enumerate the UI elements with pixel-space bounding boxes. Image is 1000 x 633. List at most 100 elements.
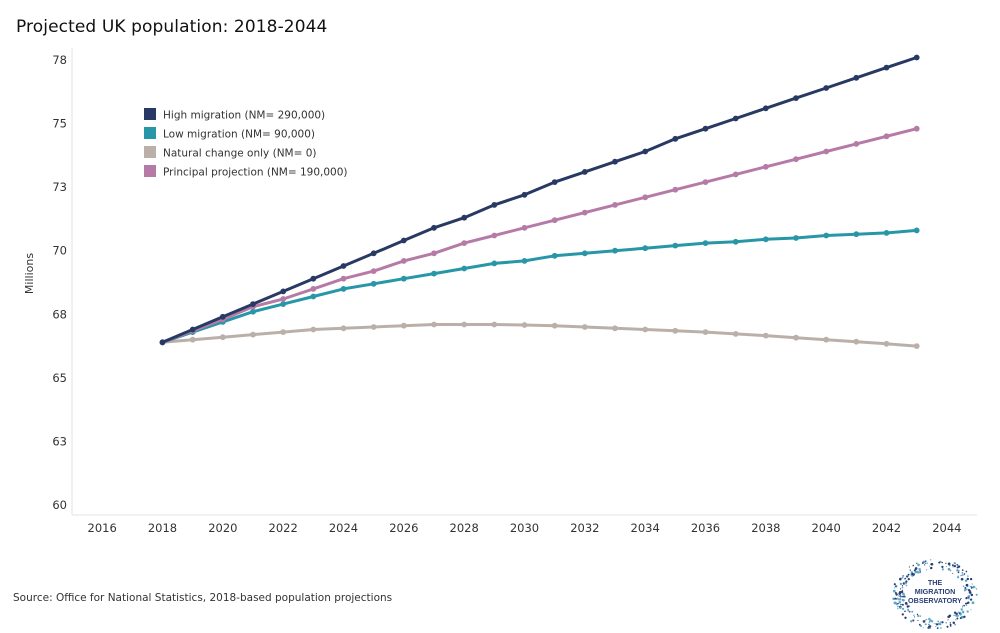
logo-dot — [924, 560, 927, 563]
x-tick-label: 2030 — [510, 521, 539, 535]
logo-dot — [918, 623, 921, 626]
legend-swatch — [144, 146, 156, 158]
logo-dot-ring — [892, 559, 978, 630]
x-tick-label: 2032 — [570, 521, 599, 535]
logo-dot — [947, 562, 951, 566]
logo-dot — [916, 613, 919, 616]
logo-dot — [894, 591, 897, 595]
logo-dot — [974, 586, 976, 589]
logo-dot — [910, 620, 913, 623]
data-point — [702, 179, 709, 186]
x-tick-label: 2040 — [812, 521, 841, 535]
logo-dot — [968, 591, 972, 594]
data-point — [431, 321, 437, 328]
series-line — [161, 323, 919, 348]
logo-dot — [901, 595, 903, 598]
logo-dot — [971, 583, 973, 585]
data-point — [491, 321, 498, 328]
logo-dot — [966, 602, 969, 604]
logo-dot — [901, 586, 904, 589]
logo-dot — [954, 623, 956, 626]
logo-dot — [896, 605, 899, 608]
data-point — [370, 280, 377, 287]
logo-dot — [899, 597, 901, 599]
data-point — [189, 336, 196, 343]
data-point — [340, 325, 347, 332]
x-tick-label: 2028 — [450, 521, 479, 535]
logo-dot — [965, 596, 968, 600]
logo-dot — [914, 567, 918, 570]
logo-dot — [949, 569, 952, 572]
logo-dot — [914, 570, 918, 574]
logo-dot — [905, 584, 908, 587]
data-point — [461, 321, 468, 328]
data-point — [672, 135, 679, 142]
logo-dot — [960, 608, 963, 611]
logo-dot — [935, 623, 939, 626]
data-point — [551, 252, 558, 259]
logo-dot — [897, 602, 899, 605]
logo-dot — [905, 580, 908, 583]
data-point — [310, 286, 317, 292]
logo-dot — [895, 603, 898, 606]
logo-dot — [925, 618, 928, 620]
logo-dot — [911, 572, 914, 576]
logo-dot — [919, 615, 921, 617]
data-point — [521, 322, 528, 328]
data-point — [400, 322, 407, 329]
data-point — [400, 275, 407, 282]
logo-dot — [925, 619, 927, 621]
logo-dot — [967, 575, 969, 578]
logo-dot — [967, 588, 969, 590]
logo-dot — [926, 562, 928, 565]
data-point — [883, 340, 890, 347]
logo-dot — [913, 614, 915, 616]
logo-dot — [912, 565, 914, 567]
legend-item: Low migration (NM= 90,000) — [144, 127, 315, 141]
logo-dot — [919, 624, 923, 628]
data-point — [159, 339, 166, 346]
logo-dot — [902, 592, 905, 596]
logo-dot — [925, 562, 927, 564]
logo-text-line-1: THE — [928, 578, 943, 587]
logo-dot — [899, 595, 902, 597]
data-point — [250, 331, 256, 338]
data-point — [250, 308, 256, 315]
logo-dot — [965, 604, 968, 606]
logo-dot — [965, 602, 967, 605]
logo-dot — [917, 614, 920, 618]
logo-dot — [962, 610, 965, 613]
logo-dot — [961, 569, 964, 571]
logo-dot — [963, 574, 965, 576]
data-point — [340, 263, 347, 269]
logo-dot — [914, 616, 916, 618]
logo-dot — [957, 611, 960, 613]
logo-dot — [894, 601, 897, 604]
logo-dot — [975, 588, 978, 590]
data-point — [793, 156, 799, 163]
logo-dot — [930, 627, 932, 629]
logo-dot — [940, 627, 942, 629]
data-point — [732, 115, 739, 122]
logo-dot — [966, 577, 970, 581]
data-point — [521, 191, 528, 198]
y-tick-label: 68 — [52, 307, 67, 321]
legend-label: Natural change only (NM= 0) — [163, 148, 317, 160]
series-low-migration-nm-90-000 — [159, 227, 920, 346]
logo-dot — [897, 595, 899, 597]
logo-dot — [911, 575, 913, 577]
logo-dot — [965, 570, 968, 573]
logo-dot — [963, 615, 966, 619]
data-point — [219, 313, 226, 320]
data-point — [823, 336, 830, 343]
axes: 60 63 65 68 70 73 75 78 2016 2018 2020 2022 2024 2026… — [23, 48, 977, 535]
data-point — [280, 301, 287, 307]
logo-dot — [941, 565, 944, 568]
logo-dot — [909, 569, 911, 571]
y-tick-label: 73 — [52, 180, 67, 194]
data-point — [400, 258, 407, 264]
logo-dot — [898, 577, 902, 581]
y-tick-label: 60 — [52, 498, 67, 512]
logo-dot — [956, 614, 959, 618]
